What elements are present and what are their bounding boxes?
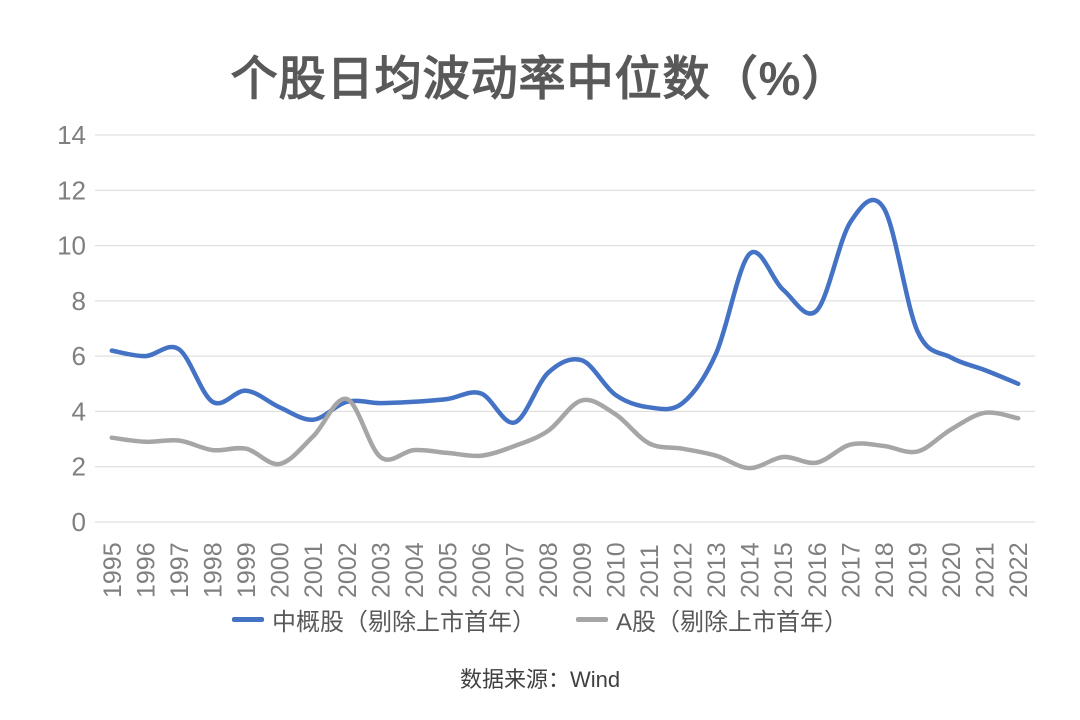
gridlines — [95, 134, 1035, 523]
svg-text:2001: 2001 — [300, 542, 328, 598]
svg-text:10: 10 — [57, 231, 86, 261]
svg-text:1997: 1997 — [166, 542, 194, 598]
y-axis-labels: 0 2 4 6 8 10 12 14 — [57, 120, 86, 537]
series1-line-swatch — [231, 617, 264, 622]
svg-text:1995: 1995 — [99, 542, 127, 598]
svg-text:2008: 2008 — [535, 542, 563, 598]
svg-text:2002: 2002 — [334, 542, 362, 598]
svg-text:2019: 2019 — [905, 542, 933, 598]
source-note: 数据来源：Wind — [459, 667, 621, 692]
svg-text:2003: 2003 — [367, 542, 395, 598]
x-axis-labels: 1995 1996 1997 1998 1999 2000 2001 2002 2003 2004… — [99, 542, 1033, 598]
series2-line-swatch — [575, 617, 608, 622]
svg-text:2012: 2012 — [670, 542, 698, 598]
svg-text:2015: 2015 — [770, 542, 798, 598]
svg-text:2010: 2010 — [602, 542, 630, 598]
svg-text:2007: 2007 — [502, 542, 530, 598]
svg-text:2000: 2000 — [267, 542, 295, 598]
chart-title: 个股日均波动率中位数（%） — [230, 52, 850, 105]
svg-text:1999: 1999 — [233, 542, 261, 598]
svg-text:2013: 2013 — [703, 542, 731, 598]
svg-text:14: 14 — [57, 120, 86, 150]
svg-text:2022: 2022 — [1005, 542, 1033, 598]
legend-item-a-share: A股（剔除上市首年） — [575, 602, 848, 637]
svg-text:2016: 2016 — [804, 542, 832, 598]
series-line-a-share — [109, 396, 1021, 471]
svg-text:4: 4 — [72, 396, 86, 426]
svg-text:2011: 2011 — [636, 544, 664, 598]
svg-text:2009: 2009 — [569, 542, 597, 598]
svg-text:2020: 2020 — [938, 542, 966, 598]
svg-text:2: 2 — [72, 452, 86, 482]
series-line-cn-adr — [109, 197, 1021, 425]
legend-label-a-share: A股（剔除上市首年） — [615, 609, 848, 636]
svg-text:1996: 1996 — [132, 542, 160, 598]
legend-item-cn-adr: 中概股（剔除上市首年） — [231, 602, 536, 637]
legend: 中概股（剔除上市首年） A股（剔除上市首年） — [0, 602, 1080, 637]
svg-text:2004: 2004 — [401, 542, 429, 598]
svg-text:2021: 2021 — [972, 542, 1000, 598]
svg-text:1998: 1998 — [200, 542, 228, 598]
svg-text:2014: 2014 — [737, 542, 765, 598]
svg-text:8: 8 — [72, 286, 86, 316]
legend-label-cn-adr: 中概股（剔除上市首年） — [271, 609, 536, 636]
svg-text:2006: 2006 — [468, 542, 496, 598]
svg-text:2018: 2018 — [871, 542, 899, 598]
svg-text:12: 12 — [57, 175, 86, 205]
svg-text:0: 0 — [72, 507, 86, 537]
svg-text:2005: 2005 — [435, 542, 463, 598]
svg-text:6: 6 — [72, 341, 86, 371]
svg-text:2017: 2017 — [837, 542, 865, 598]
